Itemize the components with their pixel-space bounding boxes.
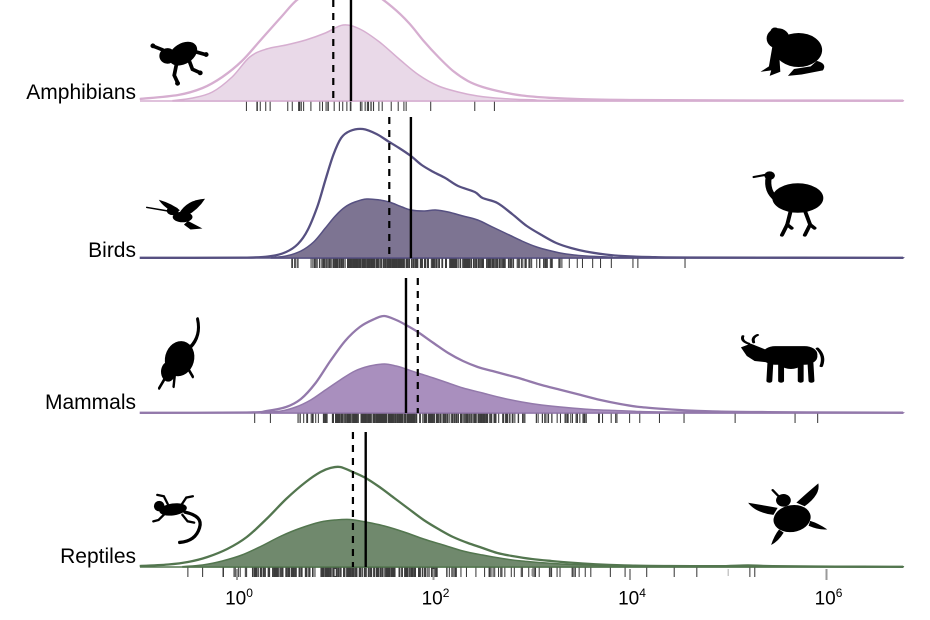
x-axis bbox=[236, 569, 828, 580]
density-filled-area bbox=[270, 198, 905, 259]
rug-ticks bbox=[291, 258, 686, 268]
row-label-birds: Birds bbox=[88, 239, 136, 262]
emu-icon bbox=[752, 171, 824, 237]
row-label-amphibians: Amphibians bbox=[26, 81, 136, 104]
tick-base: 10 bbox=[814, 588, 836, 610]
density-outline-curve bbox=[139, 314, 904, 414]
x-tick-label-10e6: 106 bbox=[797, 586, 861, 610]
density-row-birds bbox=[139, 117, 905, 268]
tree-frog-icon bbox=[150, 41, 209, 86]
tick-exponent: 2 bbox=[442, 586, 450, 600]
density-filled-area bbox=[172, 24, 905, 102]
rug-ticks bbox=[245, 101, 495, 111]
row-label-mammals: Mammals bbox=[44, 391, 136, 414]
x-tick-label-10e4: 104 bbox=[600, 586, 664, 610]
row-label-reptiles: Reptiles bbox=[60, 545, 136, 568]
toad-icon bbox=[760, 27, 825, 76]
density-outline-curve bbox=[139, 465, 904, 568]
tick-exponent: 0 bbox=[246, 586, 253, 600]
cow-icon bbox=[740, 334, 825, 383]
density-row-reptiles bbox=[139, 432, 905, 577]
tick-exponent: 4 bbox=[639, 586, 646, 600]
x-tick-label-10e2: 102 bbox=[404, 586, 468, 610]
tick-exponent: 6 bbox=[835, 586, 843, 600]
density-row-amphibians bbox=[139, 0, 905, 111]
sea-turtle-icon bbox=[748, 483, 828, 545]
density-outline-curve bbox=[139, 127, 904, 259]
tick-base: 10 bbox=[618, 588, 640, 610]
rug-ticks bbox=[254, 413, 819, 423]
density-filled-area bbox=[260, 363, 905, 414]
tick-base: 10 bbox=[225, 588, 247, 610]
x-tick-label-10e0: 100 bbox=[207, 586, 271, 610]
hummingbird-icon bbox=[145, 198, 206, 230]
rodent-icon bbox=[158, 317, 200, 390]
lizard-icon bbox=[152, 493, 202, 545]
tick-base: 10 bbox=[421, 588, 443, 610]
density-outline-curve bbox=[139, 0, 904, 102]
rug-ticks bbox=[187, 567, 756, 577]
density-row-mammals bbox=[139, 278, 905, 423]
